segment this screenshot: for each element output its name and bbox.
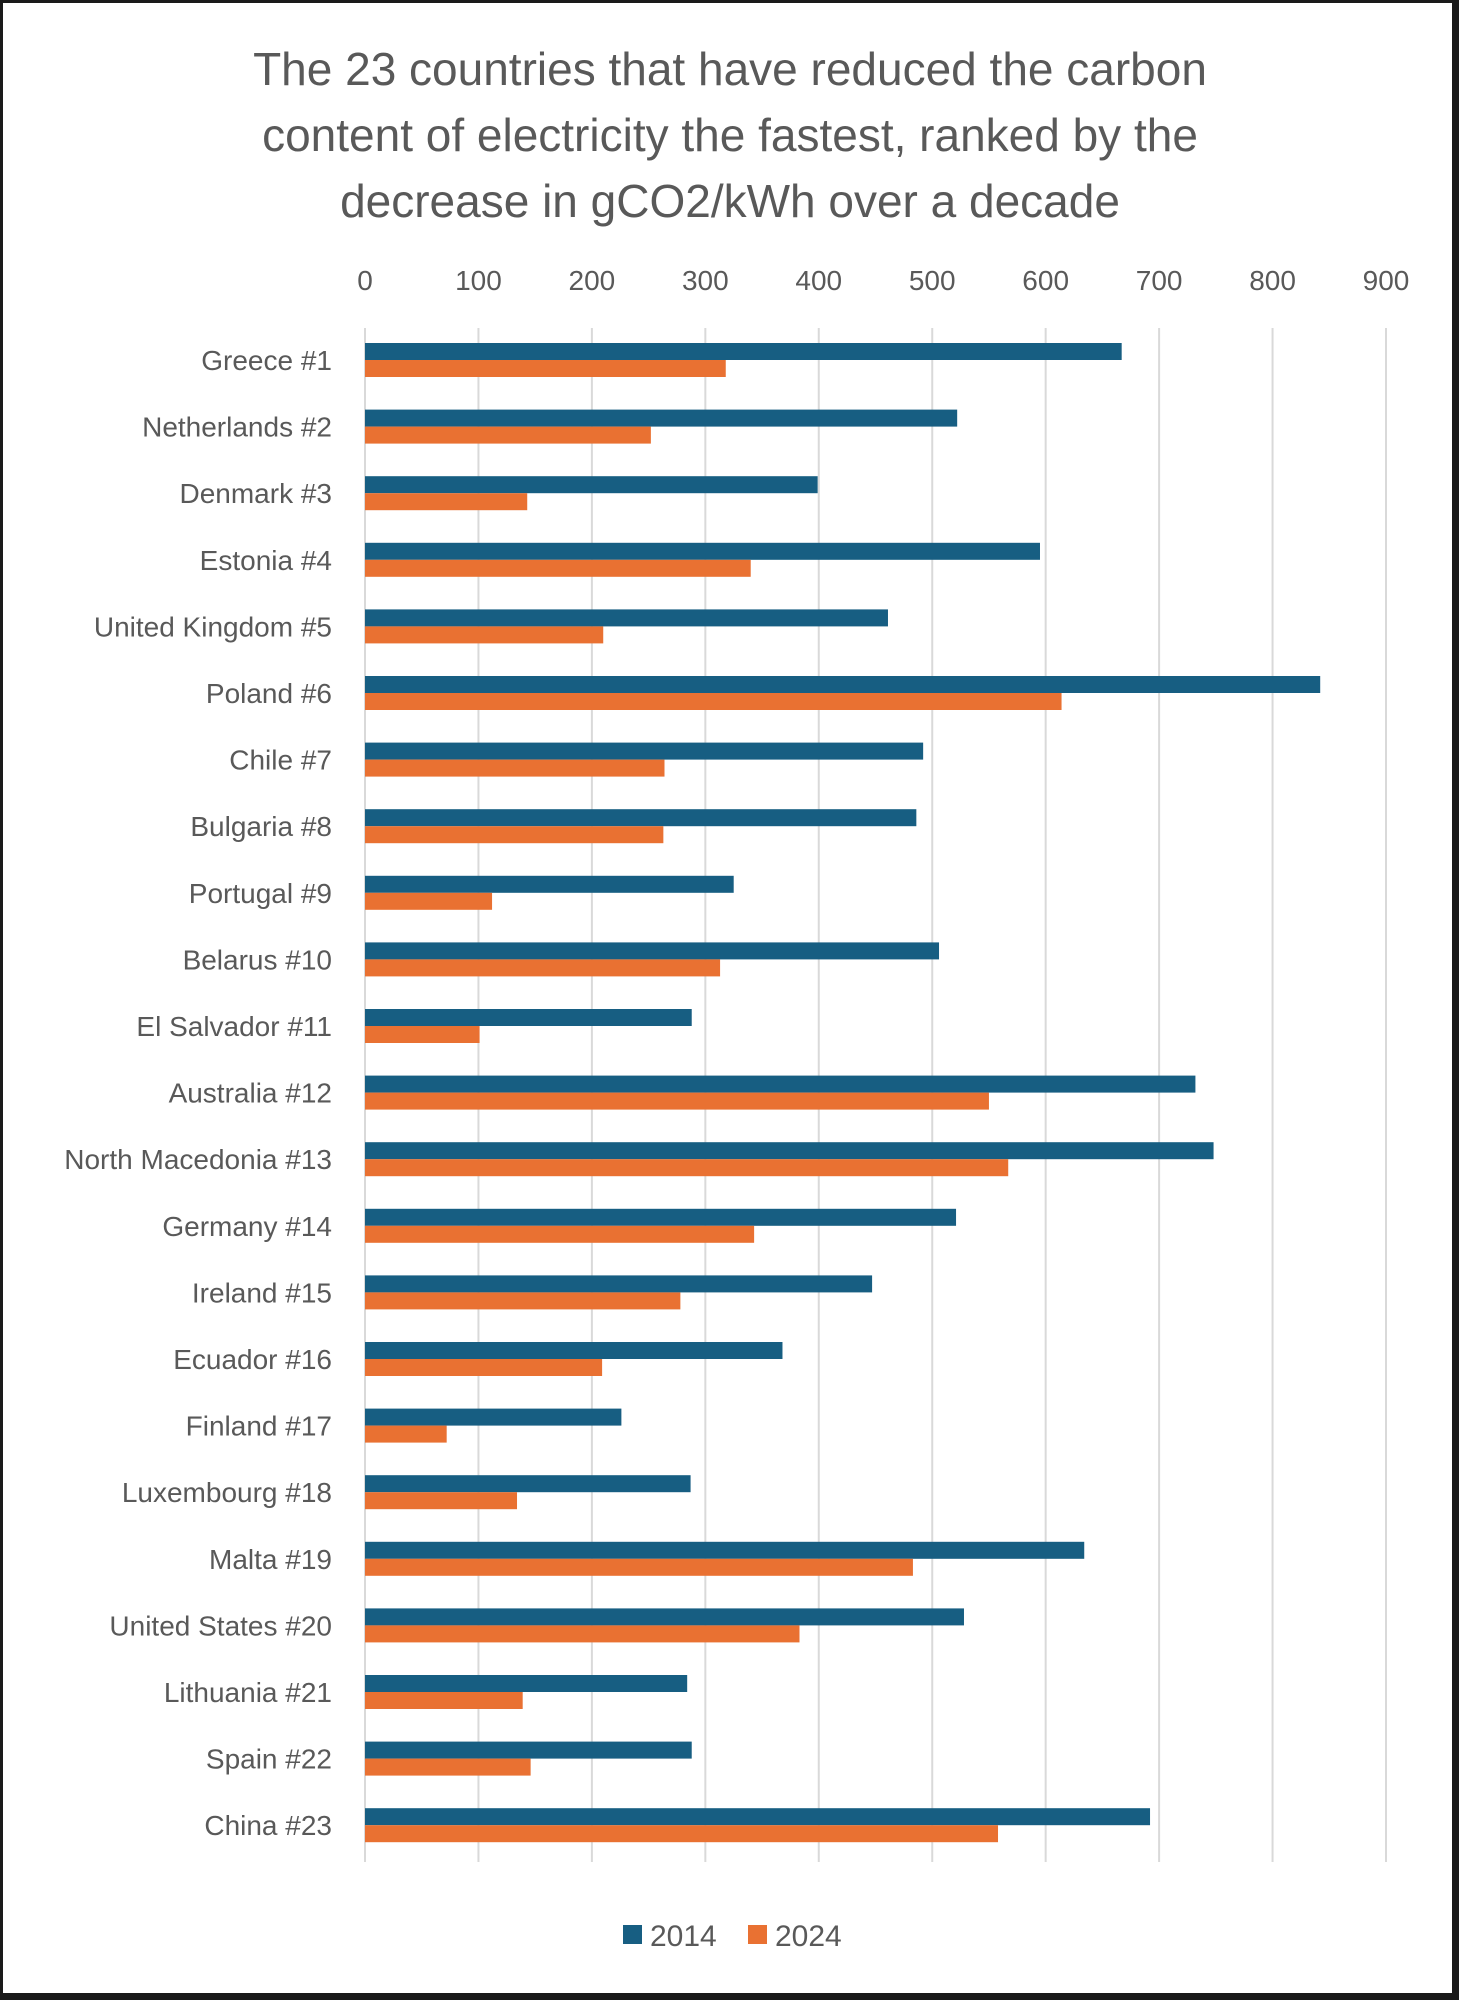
bar-2014-22 (365, 1808, 1151, 1826)
legend-label-2024: 2024 (775, 1920, 842, 1953)
bar-2024-16 (365, 1425, 447, 1443)
bar-2014-7 (365, 809, 917, 827)
x-tick-label: 300 (682, 265, 729, 296)
bar-2024-8 (365, 892, 493, 910)
x-tick-label: 100 (455, 265, 502, 296)
category-label: Spain #22 (206, 1744, 332, 1775)
category-label: Lithuania #21 (164, 1677, 332, 1708)
x-tick-label: 400 (795, 265, 842, 296)
legend-label-2014: 2014 (650, 1920, 717, 1953)
chart-title-line-3: decrease in gCO2/kWh over a decade (340, 175, 1120, 227)
x-tick-label: 600 (1022, 265, 1069, 296)
bar-2014-6 (365, 742, 924, 760)
bar-2014-21 (365, 1741, 692, 1759)
category-label: Portugal #9 (189, 878, 332, 909)
bar-2024-4 (365, 626, 604, 644)
chart-title-line-2: content of electricity the fastest, rank… (262, 109, 1198, 161)
bar-2014-16 (365, 1408, 622, 1426)
bar-2024-14 (365, 1292, 681, 1310)
category-label: Finland #17 (186, 1411, 332, 1442)
bar-2014-0 (365, 343, 1122, 360)
bar-2024-20 (365, 1692, 523, 1709)
bars (365, 343, 1321, 1843)
bar-2024-17 (365, 1492, 518, 1510)
bar-2014-13 (365, 1208, 957, 1226)
bar-2024-1 (365, 426, 651, 444)
x-tick-label: 0 (357, 265, 373, 296)
bar-2024-12 (365, 1159, 1009, 1177)
category-label: Australia #12 (169, 1078, 332, 1109)
x-tick-label: 800 (1249, 265, 1296, 296)
bar-2024-6 (365, 759, 665, 777)
category-label: Ecuador #16 (173, 1344, 332, 1375)
bar-2024-19 (365, 1625, 800, 1643)
category-label: Ireland #15 (192, 1277, 332, 1308)
category-label: Bulgaria #8 (190, 811, 332, 842)
bar-2014-8 (365, 875, 734, 893)
x-tick-label: 700 (1136, 265, 1183, 296)
bar-2014-2 (365, 476, 818, 494)
bar-2024-15 (365, 1359, 603, 1376)
category-label: Poland #6 (206, 678, 332, 709)
bar-2014-17 (365, 1475, 691, 1493)
category-label: Luxembourg #18 (122, 1477, 332, 1508)
bar-2024-0 (365, 360, 726, 377)
category-label: Greece #1 (201, 345, 332, 376)
x-axis-ticks: 0 100 200 300 400 500 600 700 800 900 (357, 265, 1409, 296)
bar-2024-13 (365, 1225, 755, 1243)
category-labels: Greece #1 Netherlands #2 Denmark #3 Estonia… (64, 345, 332, 1841)
bar-2024-5 (365, 693, 1062, 710)
category-label: United Kingdom #5 (94, 611, 332, 642)
bar-2024-2 (365, 493, 528, 511)
bar-2014-1 (365, 409, 958, 427)
bar-2014-18 (365, 1541, 1085, 1559)
category-label: Belarus #10 (183, 944, 332, 975)
category-label: North Macedonia #13 (64, 1144, 332, 1175)
bar-2024-10 (365, 1026, 480, 1043)
legend: 2014 2024 (623, 1920, 842, 1953)
category-label: Denmark #3 (179, 478, 332, 509)
bar-2014-20 (365, 1675, 688, 1692)
bar-2024-9 (365, 959, 721, 977)
bar-2014-11 (365, 1075, 1196, 1093)
bar-2014-4 (365, 609, 888, 627)
category-label: Estonia #4 (200, 545, 332, 576)
category-label: China #23 (204, 1810, 332, 1841)
category-label: United States #20 (109, 1610, 332, 1641)
bar-2024-3 (365, 559, 751, 577)
bar-2014-3 (365, 542, 1040, 560)
legend-swatch-2024 (748, 1925, 767, 1944)
category-label: Chile #7 (229, 745, 332, 776)
bar-2024-22 (365, 1825, 999, 1843)
bar-2024-18 (365, 1558, 913, 1576)
bar-2014-9 (365, 942, 940, 960)
bar-2024-21 (365, 1758, 531, 1776)
bar-2014-15 (365, 1342, 783, 1359)
legend-swatch-2014 (623, 1925, 642, 1944)
bar-2014-14 (365, 1275, 873, 1293)
x-tick-label: 900 (1363, 265, 1410, 296)
category-label: Netherlands #2 (142, 412, 332, 443)
category-label: Malta #19 (209, 1544, 332, 1575)
bar-2014-5 (365, 676, 1321, 693)
category-label: El Salvador #11 (136, 1011, 332, 1042)
chart-title: The 23 countries that have reduced the c… (150, 36, 1310, 234)
chart-title-line-1: The 23 countries that have reduced the c… (253, 43, 1207, 95)
x-tick-label: 200 (569, 265, 616, 296)
category-label: Germany #14 (162, 1211, 332, 1242)
bar-2024-11 (365, 1092, 989, 1110)
x-tick-label: 500 (909, 265, 956, 296)
bar-2014-12 (365, 1142, 1214, 1160)
bar-2014-10 (365, 1009, 692, 1026)
bar-2024-7 (365, 826, 664, 844)
bar-2014-19 (365, 1608, 964, 1626)
